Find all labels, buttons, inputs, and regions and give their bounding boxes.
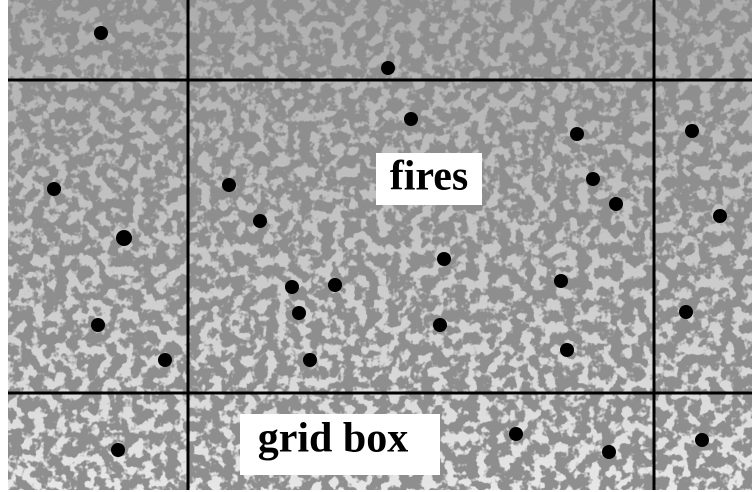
fire-dot xyxy=(94,26,108,40)
fire-dot xyxy=(91,318,105,332)
fire-dot xyxy=(158,353,172,367)
fire-dot xyxy=(404,112,418,126)
fire-dot xyxy=(222,178,236,192)
fire-dot xyxy=(509,427,523,441)
page: {"labels": {"fires": "fires", "grid_box"… xyxy=(0,0,755,492)
fires-label: fires xyxy=(390,154,469,200)
fire-dot xyxy=(679,305,693,319)
grid-box-label: grid box xyxy=(258,416,409,462)
fire-dot xyxy=(609,197,623,211)
fire-dot xyxy=(285,280,299,294)
fire-dot xyxy=(586,172,600,186)
fire-dot xyxy=(303,353,317,367)
fire-dot xyxy=(713,209,727,223)
fire-dot xyxy=(695,433,709,447)
fire-dot xyxy=(570,127,584,141)
fire-dot xyxy=(111,443,125,457)
fire-dot xyxy=(328,278,342,292)
diagram: fires grid box xyxy=(0,0,755,492)
fire-dot xyxy=(437,252,451,266)
fire-dot xyxy=(554,274,568,288)
fire-dot xyxy=(560,343,574,357)
fire-dot xyxy=(292,306,306,320)
fire-dot xyxy=(47,182,61,196)
fire-dot xyxy=(116,230,132,246)
fire-dot xyxy=(381,61,395,75)
fire-dot xyxy=(253,214,267,228)
fire-dot xyxy=(685,124,699,138)
fire-dot xyxy=(602,445,616,459)
fire-dot xyxy=(433,318,447,332)
